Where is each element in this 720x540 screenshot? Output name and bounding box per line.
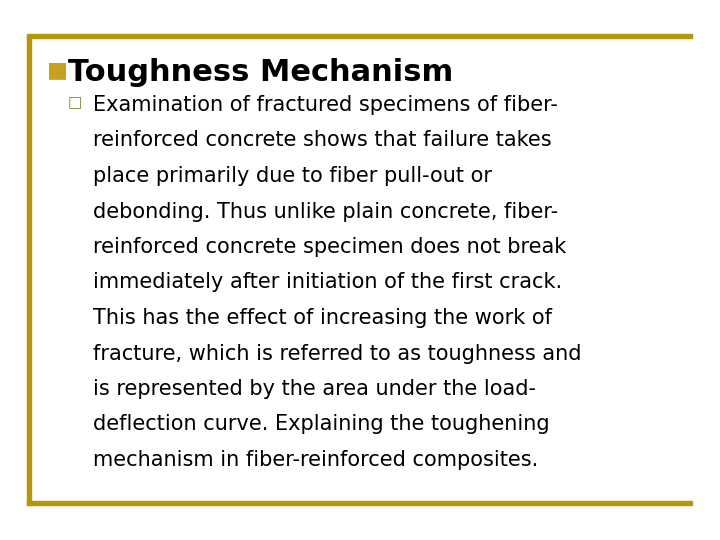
- Text: is represented by the area under the load-: is represented by the area under the loa…: [93, 379, 536, 399]
- Text: immediately after initiation of the first crack.: immediately after initiation of the firs…: [93, 273, 562, 293]
- Text: Toughness Mechanism: Toughness Mechanism: [68, 58, 454, 87]
- Bar: [27, 501, 692, 505]
- Text: mechanism in fiber-reinforced composites.: mechanism in fiber-reinforced composites…: [93, 450, 539, 470]
- Text: □: □: [68, 95, 82, 110]
- Text: fracture, which is referred to as toughness and: fracture, which is referred to as toughn…: [93, 343, 582, 363]
- Bar: [27, 34, 692, 38]
- Text: deflection curve. Explaining the toughening: deflection curve. Explaining the toughen…: [93, 415, 549, 435]
- Text: ■: ■: [47, 60, 68, 80]
- Text: This has the effect of increasing the work of: This has the effect of increasing the wo…: [93, 308, 552, 328]
- Text: reinforced concrete specimen does not break: reinforced concrete specimen does not br…: [93, 237, 566, 257]
- Text: place primarily due to fiber pull-out or: place primarily due to fiber pull-out or: [93, 166, 492, 186]
- Text: Examination of fractured specimens of fiber-: Examination of fractured specimens of fi…: [93, 95, 558, 115]
- Text: debonding. Thus unlike plain concrete, fiber-: debonding. Thus unlike plain concrete, f…: [93, 201, 558, 221]
- Bar: [27, 35, 31, 505]
- Text: reinforced concrete shows that failure takes: reinforced concrete shows that failure t…: [93, 131, 552, 151]
